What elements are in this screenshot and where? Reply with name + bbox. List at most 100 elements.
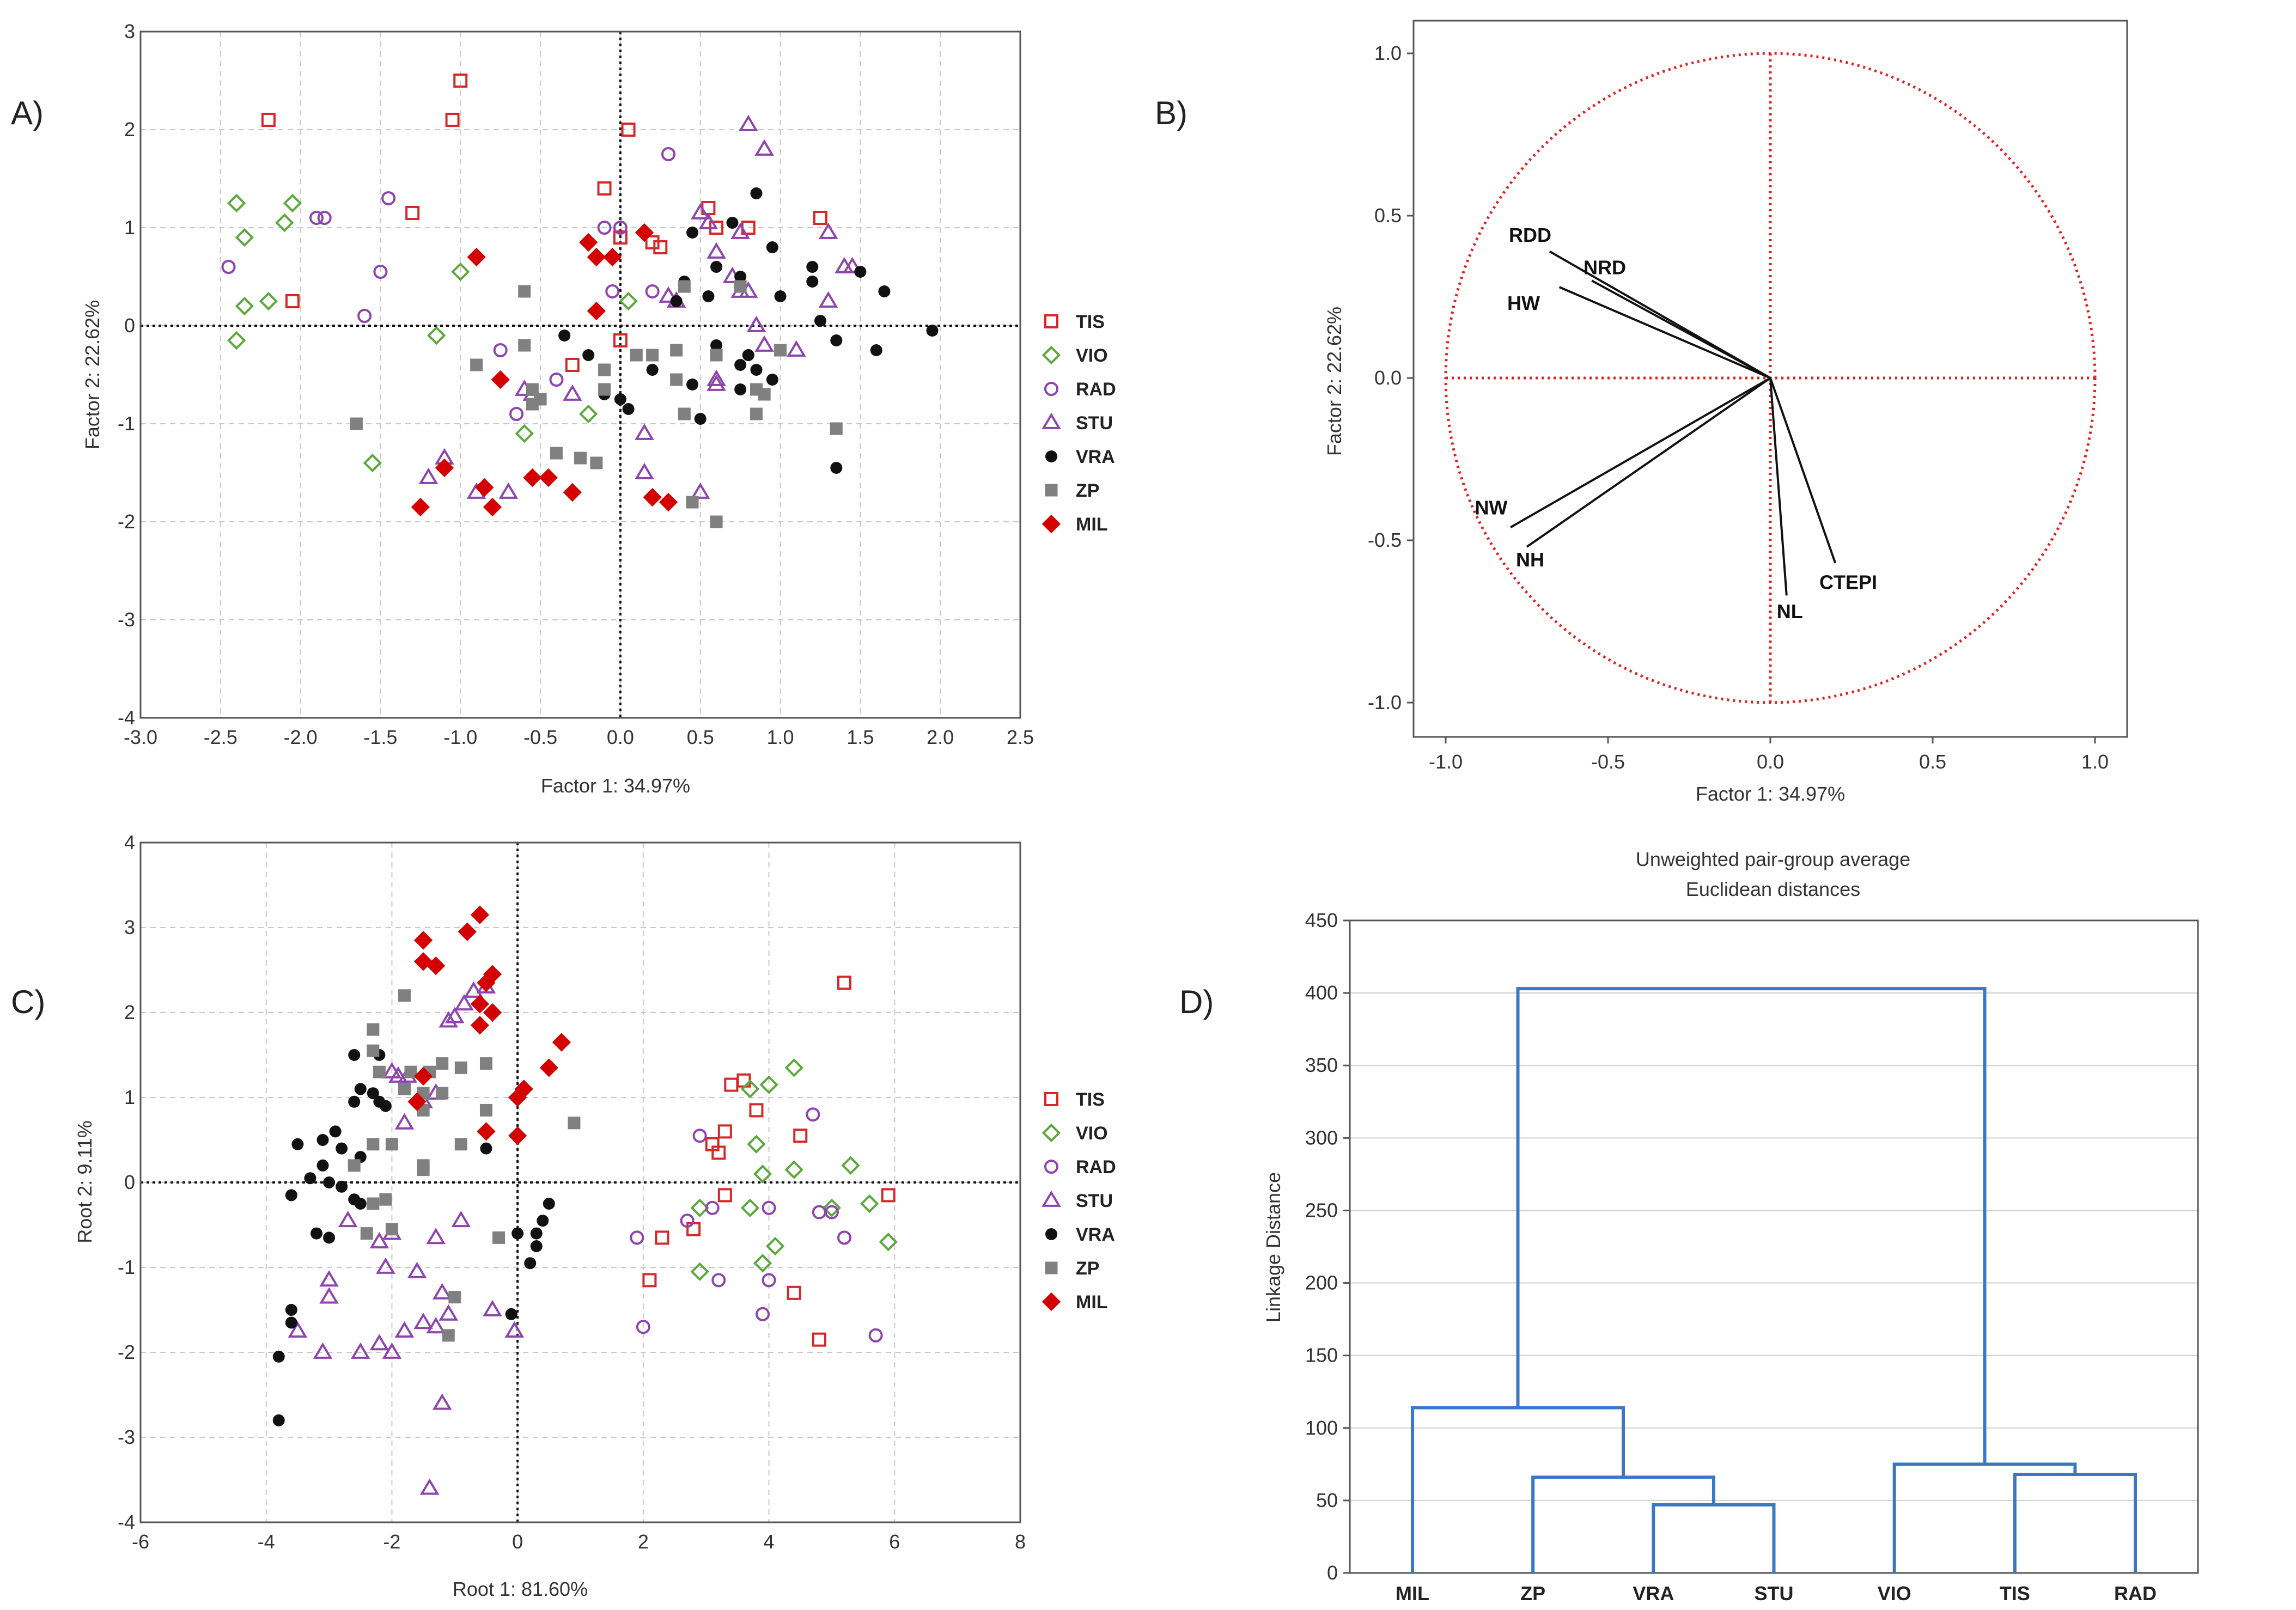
point-vra — [702, 290, 715, 302]
point-mil — [491, 370, 510, 389]
point-stu — [659, 286, 678, 303]
point-mil — [411, 497, 430, 517]
y-tick-label: -2 — [118, 1341, 135, 1363]
point-zp — [710, 349, 723, 362]
point-tis — [717, 1124, 732, 1139]
point-rad — [661, 147, 675, 161]
point-stu — [382, 1062, 402, 1079]
panel-a-points — [221, 74, 939, 528]
point-vra — [558, 330, 571, 341]
point-stu — [842, 257, 862, 273]
point-zp — [750, 407, 763, 420]
point-tis — [711, 1145, 726, 1160]
point-zp — [598, 383, 611, 396]
point-vio — [579, 404, 598, 424]
point-tis — [793, 1129, 808, 1143]
point-stu — [319, 1270, 339, 1287]
leaf-label-tis: TIS — [2000, 1582, 2030, 1605]
point-zp — [448, 1291, 461, 1304]
panel-b-vectors: RDD NRD HW NW NH NL CTEPI — [1475, 224, 1877, 623]
point-zp — [454, 1061, 467, 1074]
point-vio — [740, 1198, 760, 1217]
y-tick-label: -1.0 — [1368, 691, 1402, 713]
point-mil — [539, 1058, 558, 1077]
y-tick-label: -1 — [118, 1256, 135, 1278]
point-vra — [766, 374, 778, 386]
point-stu — [635, 423, 654, 440]
panel-d-label: D) — [1179, 984, 1214, 1020]
point-mil — [413, 931, 433, 950]
merge-zp-vra_stu — [1531, 1475, 1715, 1573]
point-vra — [750, 187, 763, 199]
legend-marker-vio — [1042, 1123, 1061, 1143]
point-vra — [336, 1142, 348, 1155]
legend-label-zp: ZP — [1076, 480, 1099, 501]
point-rad — [680, 1213, 695, 1228]
point-stu — [313, 1342, 333, 1359]
leaf-label-vra: VRA — [1633, 1582, 1674, 1605]
point-stu — [439, 1011, 459, 1028]
panel-c-points — [272, 905, 898, 1495]
point-rad — [381, 191, 396, 205]
point-vra — [272, 1350, 285, 1363]
legend-label-rad: RAD — [1076, 1157, 1116, 1178]
point-stu — [787, 340, 806, 357]
point-mil — [427, 956, 446, 975]
point-stu — [394, 1113, 415, 1130]
point-rad — [597, 221, 612, 235]
point-vra — [291, 1138, 304, 1150]
leaf-label-stu: STU — [1755, 1582, 1794, 1605]
point-rad — [493, 343, 508, 357]
point-mil — [579, 233, 598, 252]
merge-vio-tis_rad — [1892, 1462, 2077, 1573]
y-tick-label: -1 — [118, 412, 135, 435]
point-tis — [405, 206, 420, 220]
y-tick-label: 300 — [1305, 1126, 1338, 1149]
point-vra — [304, 1172, 316, 1185]
panel-c-frame — [139, 841, 1021, 1523]
point-vio — [860, 1194, 879, 1213]
vector-nl — [1769, 377, 1788, 596]
point-zp — [385, 1223, 398, 1236]
point-mil — [587, 247, 606, 267]
x-tick-label: -2.5 — [204, 726, 237, 748]
point-zp — [436, 1087, 449, 1100]
y-tick-label: 1 — [124, 216, 135, 239]
point-vio — [283, 193, 302, 213]
point-vio — [765, 1236, 785, 1256]
point-tis — [655, 1230, 669, 1245]
legend-label-tis: TIS — [1076, 312, 1105, 332]
point-zp — [568, 1117, 581, 1130]
point-stu — [730, 222, 750, 239]
point-vra — [316, 1134, 329, 1146]
point-mil — [563, 483, 582, 502]
point-vio — [259, 291, 278, 311]
merge-vra-stu — [1652, 1503, 1776, 1573]
point-rad — [692, 1129, 707, 1143]
point-mil — [552, 1033, 571, 1052]
panel-c-label: C) — [11, 984, 45, 1020]
point-zp — [367, 1138, 380, 1151]
point-tis — [812, 1332, 826, 1347]
point-tis — [597, 181, 612, 196]
y-tick-label: -3 — [118, 1426, 135, 1448]
point-vra — [323, 1176, 336, 1188]
legend-marker-rad — [1044, 382, 1058, 396]
point-tis — [565, 358, 580, 372]
y-tick-label: 200 — [1305, 1272, 1338, 1294]
point-zp — [350, 417, 363, 430]
point-vra — [710, 339, 723, 351]
point-mil — [483, 1003, 502, 1022]
point-vio — [227, 331, 246, 350]
point-rad — [317, 211, 332, 225]
point-mil — [635, 223, 654, 242]
point-rad — [756, 1307, 770, 1321]
point-stu — [369, 1334, 389, 1351]
point-rad — [645, 284, 660, 298]
point-stu — [369, 1231, 389, 1249]
point-zp — [360, 1227, 373, 1240]
vector-label-ctepi: CTEPI — [1819, 571, 1877, 593]
legend-label-vio: VIO — [1076, 345, 1108, 366]
